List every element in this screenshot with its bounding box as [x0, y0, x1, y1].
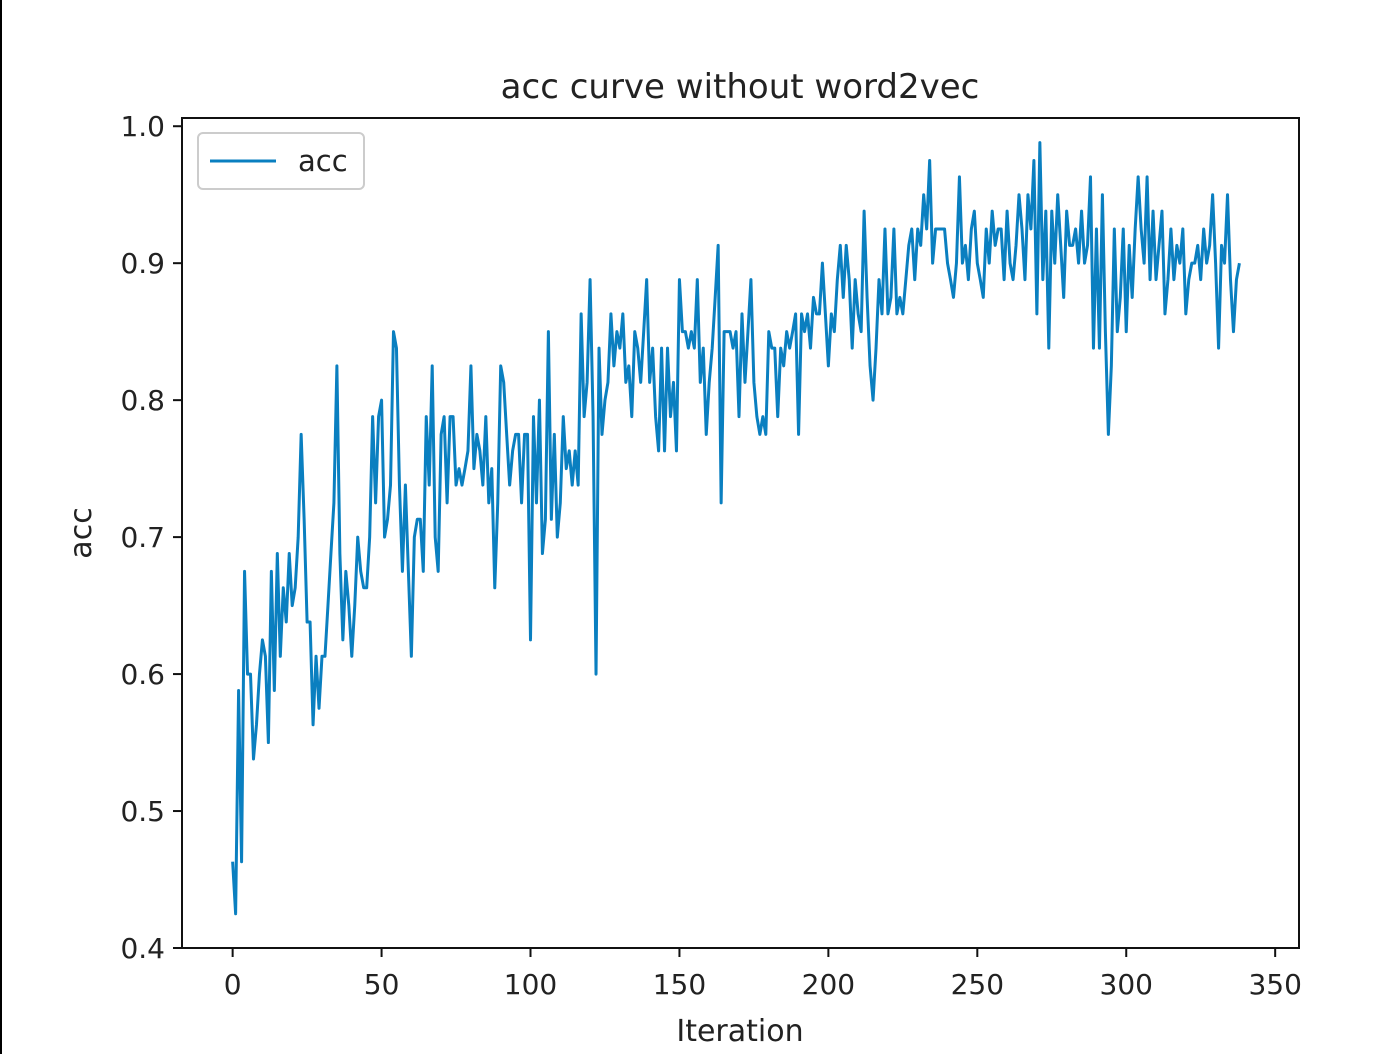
legend-box: [197, 132, 365, 190]
chart-title: acc curve without word2vec: [501, 67, 980, 107]
plot-background: [182, 118, 1299, 948]
y-tick-label: 1.0: [120, 110, 165, 143]
x-tick-label: 50: [364, 968, 400, 1001]
x-tick-label: 350: [1248, 968, 1301, 1001]
x-tick-label: 250: [951, 968, 1004, 1001]
y-axis-label: acc: [64, 507, 99, 558]
x-tick-label: 0: [224, 968, 242, 1001]
y-tick-label: 0.6: [120, 658, 165, 691]
y-tick-label: 0.9: [120, 247, 165, 280]
x-axis-label: Iteration: [676, 1014, 803, 1049]
plot-frame: [181, 117, 1300, 949]
x-tick-label: 200: [802, 968, 855, 1001]
x-tick-label: 150: [653, 968, 706, 1001]
legend-label-acc: acc: [298, 144, 348, 178]
y-tick-label: 0.4: [120, 932, 165, 965]
y-tick-label: 0.8: [120, 384, 165, 417]
plot-area: [181, 117, 1300, 949]
series-line-acc: [231, 141, 1241, 916]
y-tick-label: 0.7: [120, 521, 165, 554]
x-tick-label: 300: [1100, 968, 1153, 1001]
y-tick-label: 0.5: [120, 795, 165, 828]
x-tick-label: 100: [504, 968, 557, 1001]
legend: acc: [197, 132, 365, 190]
y-axis: 0.4 0.5 0.6 0.7 0.8 0.9 1.0: [120, 110, 182, 965]
x-axis: 0 50 100 150 200 250 300 350: [224, 948, 1302, 1001]
